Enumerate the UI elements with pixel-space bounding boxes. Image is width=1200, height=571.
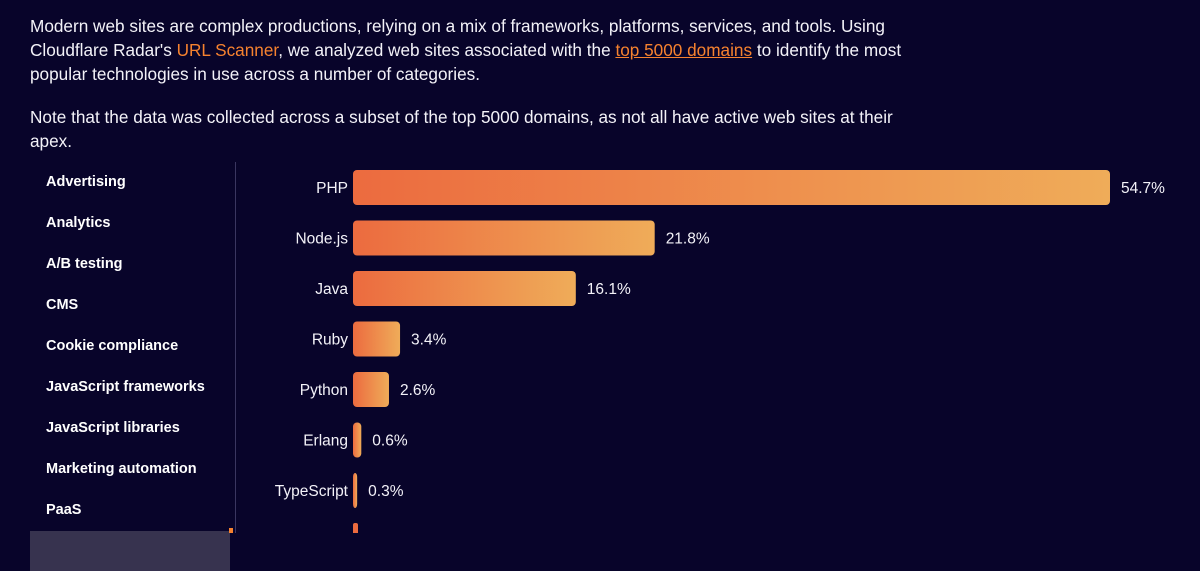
intro-text-part: , we analyzed web sites associated with … (278, 40, 616, 60)
intro-text-part: to identify the most popular technologie… (30, 40, 902, 84)
sidebar-item-paas[interactable]: PaaS (46, 502, 82, 518)
category-label: Java (315, 281, 348, 298)
bar-java (353, 271, 576, 306)
sidebar-item-javascript-frameworks[interactable]: JavaScript frameworks (46, 379, 205, 395)
bar-chart: PHP 54.7% Node.js 21.8% Java 16.1% Ruby 3.4% Pyt… (275, 170, 1165, 533)
value-label: 3.4% (411, 332, 447, 349)
bar-node-js (353, 220, 655, 256)
bar-python (353, 372, 389, 407)
category-sidebar: Advertising Analytics A/B testing CMS Co… (30, 162, 236, 571)
sidebar-item-javascript-libraries[interactable]: JavaScript libraries (46, 420, 180, 436)
intro-text-part: Modern web sites are complex productions… (30, 16, 885, 60)
top-domains-link[interactable]: top 5000 domains (615, 40, 753, 60)
value-label: 21.8% (666, 231, 710, 248)
sidebar-item-marketing-automation[interactable]: Marketing automation (46, 461, 197, 477)
sidebar-item-cookie-compliance[interactable]: Cookie compliance (46, 338, 179, 354)
sidebar-item-ab-testing[interactable]: A/B testing (46, 256, 123, 272)
url-scanner-link[interactable]: URL Scanner (176, 40, 279, 60)
value-label: 2.6% (400, 382, 436, 399)
value-label: 16.1% (587, 281, 631, 298)
bar-ruby (353, 321, 401, 357)
category-label: Python (300, 382, 348, 399)
category-label: Node.js (295, 231, 348, 248)
category-label: PHP (316, 180, 348, 197)
intro-text: Modern web sites are complex productions… (30, 14, 930, 153)
bar-offscreen (353, 523, 358, 533)
bar-php (353, 170, 1110, 205)
bar-typescript (353, 473, 358, 508)
sidebar-item-advertising[interactable]: Advertising (46, 174, 126, 190)
data-note: Note that the data was collected across … (30, 107, 893, 151)
value-label: 0.6% (372, 433, 408, 450)
category-label: Erlang (303, 433, 348, 450)
category-label: Ruby (312, 332, 348, 349)
sidebar-item-cms[interactable]: CMS (46, 297, 79, 313)
intro-paragraph: Modern web sites are complex productions… (30, 14, 930, 86)
value-label: 0.3% (368, 483, 404, 500)
sidebar-item-active[interactable] (30, 531, 230, 571)
bar-erlang (353, 422, 362, 458)
sidebar-item-analytics[interactable]: Analytics (46, 215, 111, 231)
category-label: TypeScript (275, 483, 349, 500)
active-indicator (229, 528, 233, 533)
value-label: 54.7% (1121, 180, 1165, 197)
